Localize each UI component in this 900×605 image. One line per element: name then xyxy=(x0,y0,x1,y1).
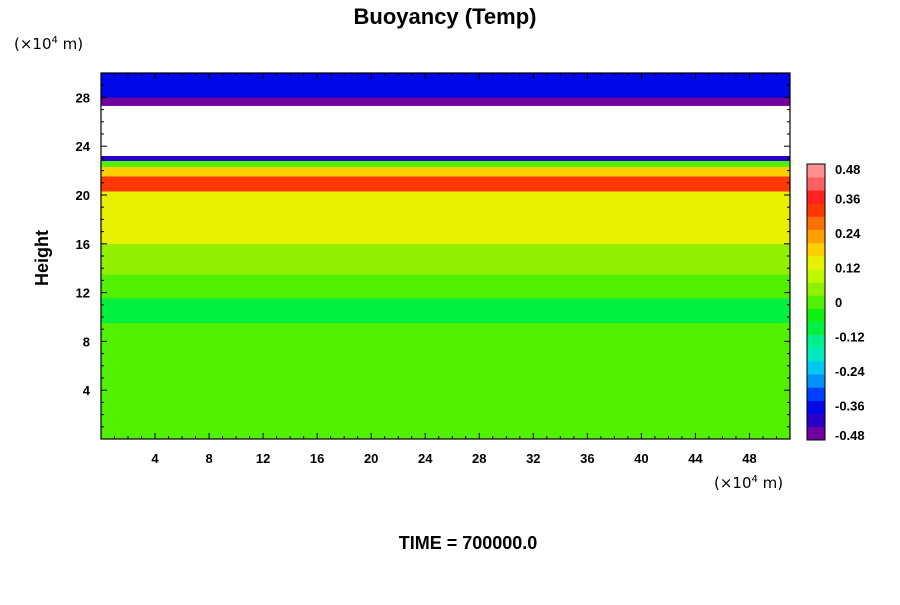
colorbar-swatch xyxy=(807,374,825,388)
colorbar-swatch xyxy=(807,361,825,375)
x-tick-label: 28 xyxy=(472,451,486,466)
colorbar-swatch xyxy=(807,413,825,428)
plot-area xyxy=(101,73,790,439)
x-tick-label: 8 xyxy=(205,451,212,466)
y-tick-label: 16 xyxy=(76,237,90,252)
y-tick-label: 8 xyxy=(83,334,90,349)
colorbar-tick-label: 0 xyxy=(835,295,842,310)
y-tick-label: 20 xyxy=(76,188,90,203)
x-tick-label: 12 xyxy=(256,451,270,466)
colorbar-swatch xyxy=(807,164,825,178)
colorbar-swatch xyxy=(807,348,825,362)
x-tick-label: 24 xyxy=(418,451,433,466)
colorbar-swatch xyxy=(807,334,825,349)
x-tick-label: 40 xyxy=(634,451,648,466)
colorbar-swatch xyxy=(807,308,825,323)
y-axis-label: Height xyxy=(32,230,52,286)
x-tick-label: 32 xyxy=(526,451,540,466)
y-unit-label: (×104 m) xyxy=(14,35,83,53)
colorbar-swatch xyxy=(807,321,825,336)
colorbar-swatch xyxy=(807,203,825,217)
colorbar-tick-label: -0.36 xyxy=(835,399,865,414)
colorbar xyxy=(806,163,826,441)
y-tick-label: 28 xyxy=(76,90,90,105)
colorbar-ticks: 0.48 0.36 0.24 0.12 0 -0.12 -0.24 -0.36 -0.48 xyxy=(835,162,865,443)
no-data-band xyxy=(101,105,790,156)
colorbar-swatch xyxy=(807,426,825,441)
colorbar-tick-label: 0.12 xyxy=(835,261,860,276)
y-tick-label: 24 xyxy=(76,139,91,154)
x-unit-label: (×104 m) xyxy=(714,474,783,492)
colorbar-tick-label: -0.48 xyxy=(835,428,865,443)
colorbar-swatch xyxy=(807,269,825,283)
colorbar-tick-label: 0.36 xyxy=(835,192,860,207)
y-tick-label: 12 xyxy=(76,286,90,301)
colorbar-swatch xyxy=(807,216,825,231)
colorbar-swatch xyxy=(807,190,825,204)
x-tick-label: 48 xyxy=(742,451,756,466)
colorbar-swatch xyxy=(807,242,825,257)
colorbar-swatch xyxy=(807,282,825,296)
x-tick-label: 44 xyxy=(688,451,703,466)
colorbar-frame xyxy=(806,163,826,441)
y-axis: 4 8 12 16 20 24 28 xyxy=(76,84,790,428)
x-axis: 4 8 12 16 20 24 28 32 36 40 44 48 xyxy=(114,73,777,466)
colorbar-swatch xyxy=(807,229,825,244)
colorbar-swatch xyxy=(807,256,825,270)
colorbar-tick-label: -0.24 xyxy=(835,364,865,379)
colorbar-swatch xyxy=(807,400,825,415)
time-label: TIME = 700000.0 xyxy=(399,533,538,553)
colorbar-tick-label: -0.12 xyxy=(835,330,865,345)
x-tick-label: 20 xyxy=(364,451,378,466)
x-tick-label: 16 xyxy=(310,451,324,466)
colorbar-swatch xyxy=(807,295,825,309)
colorbar-tick-label: 0.48 xyxy=(835,162,860,177)
colorbar-swatch xyxy=(807,177,825,191)
x-tick-label: 4 xyxy=(151,451,159,466)
y-tick-label: 4 xyxy=(83,383,91,398)
x-tick-label: 36 xyxy=(580,451,594,466)
colorbar-swatch xyxy=(807,387,825,401)
colorbar-tick-label: 0.24 xyxy=(835,226,861,241)
chart-title: Buoyancy (Temp) xyxy=(354,4,537,29)
